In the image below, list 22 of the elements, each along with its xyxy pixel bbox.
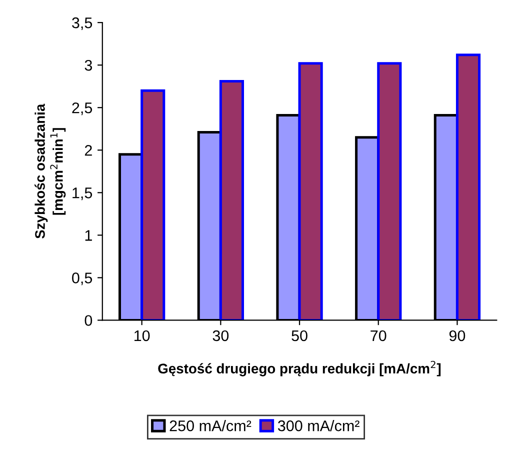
x-axis-title: Gęstość drugiego prądu redukcji [mA/cm$^{2}$] — [158, 360, 441, 376]
bar — [140, 89, 166, 320]
y-tick-label: 3,5 — [72, 17, 92, 30]
bar — [219, 80, 244, 320]
x-tick-label: 30 — [212, 330, 229, 342]
y-tick-label: 1 — [85, 230, 92, 241]
bar — [377, 62, 402, 320]
y-tick-label: 1,5 — [72, 188, 92, 200]
x-tick-label: 90 — [449, 330, 466, 342]
legend-label: 250 mA/cm² — [170, 420, 252, 432]
y-tick-label: 2 — [84, 144, 92, 156]
y-tick-label: 0,5 — [72, 272, 92, 286]
y-axis-title: Szybkośc osadzania [mgcm$^{2}$min$^{1}$] — [34, 104, 66, 239]
x-tick-label: 70 — [370, 330, 386, 342]
bar — [456, 54, 481, 320]
y-tick-label: 2,5 — [72, 102, 92, 116]
x-tick-label: 50 — [292, 330, 308, 342]
bar — [298, 62, 323, 320]
x-tick-label: 10 — [134, 330, 150, 342]
y-tick-label: 0 — [84, 315, 92, 326]
y-tick-label: 3 — [84, 60, 92, 71]
legend-label: 300 mA/cm² — [278, 420, 360, 432]
